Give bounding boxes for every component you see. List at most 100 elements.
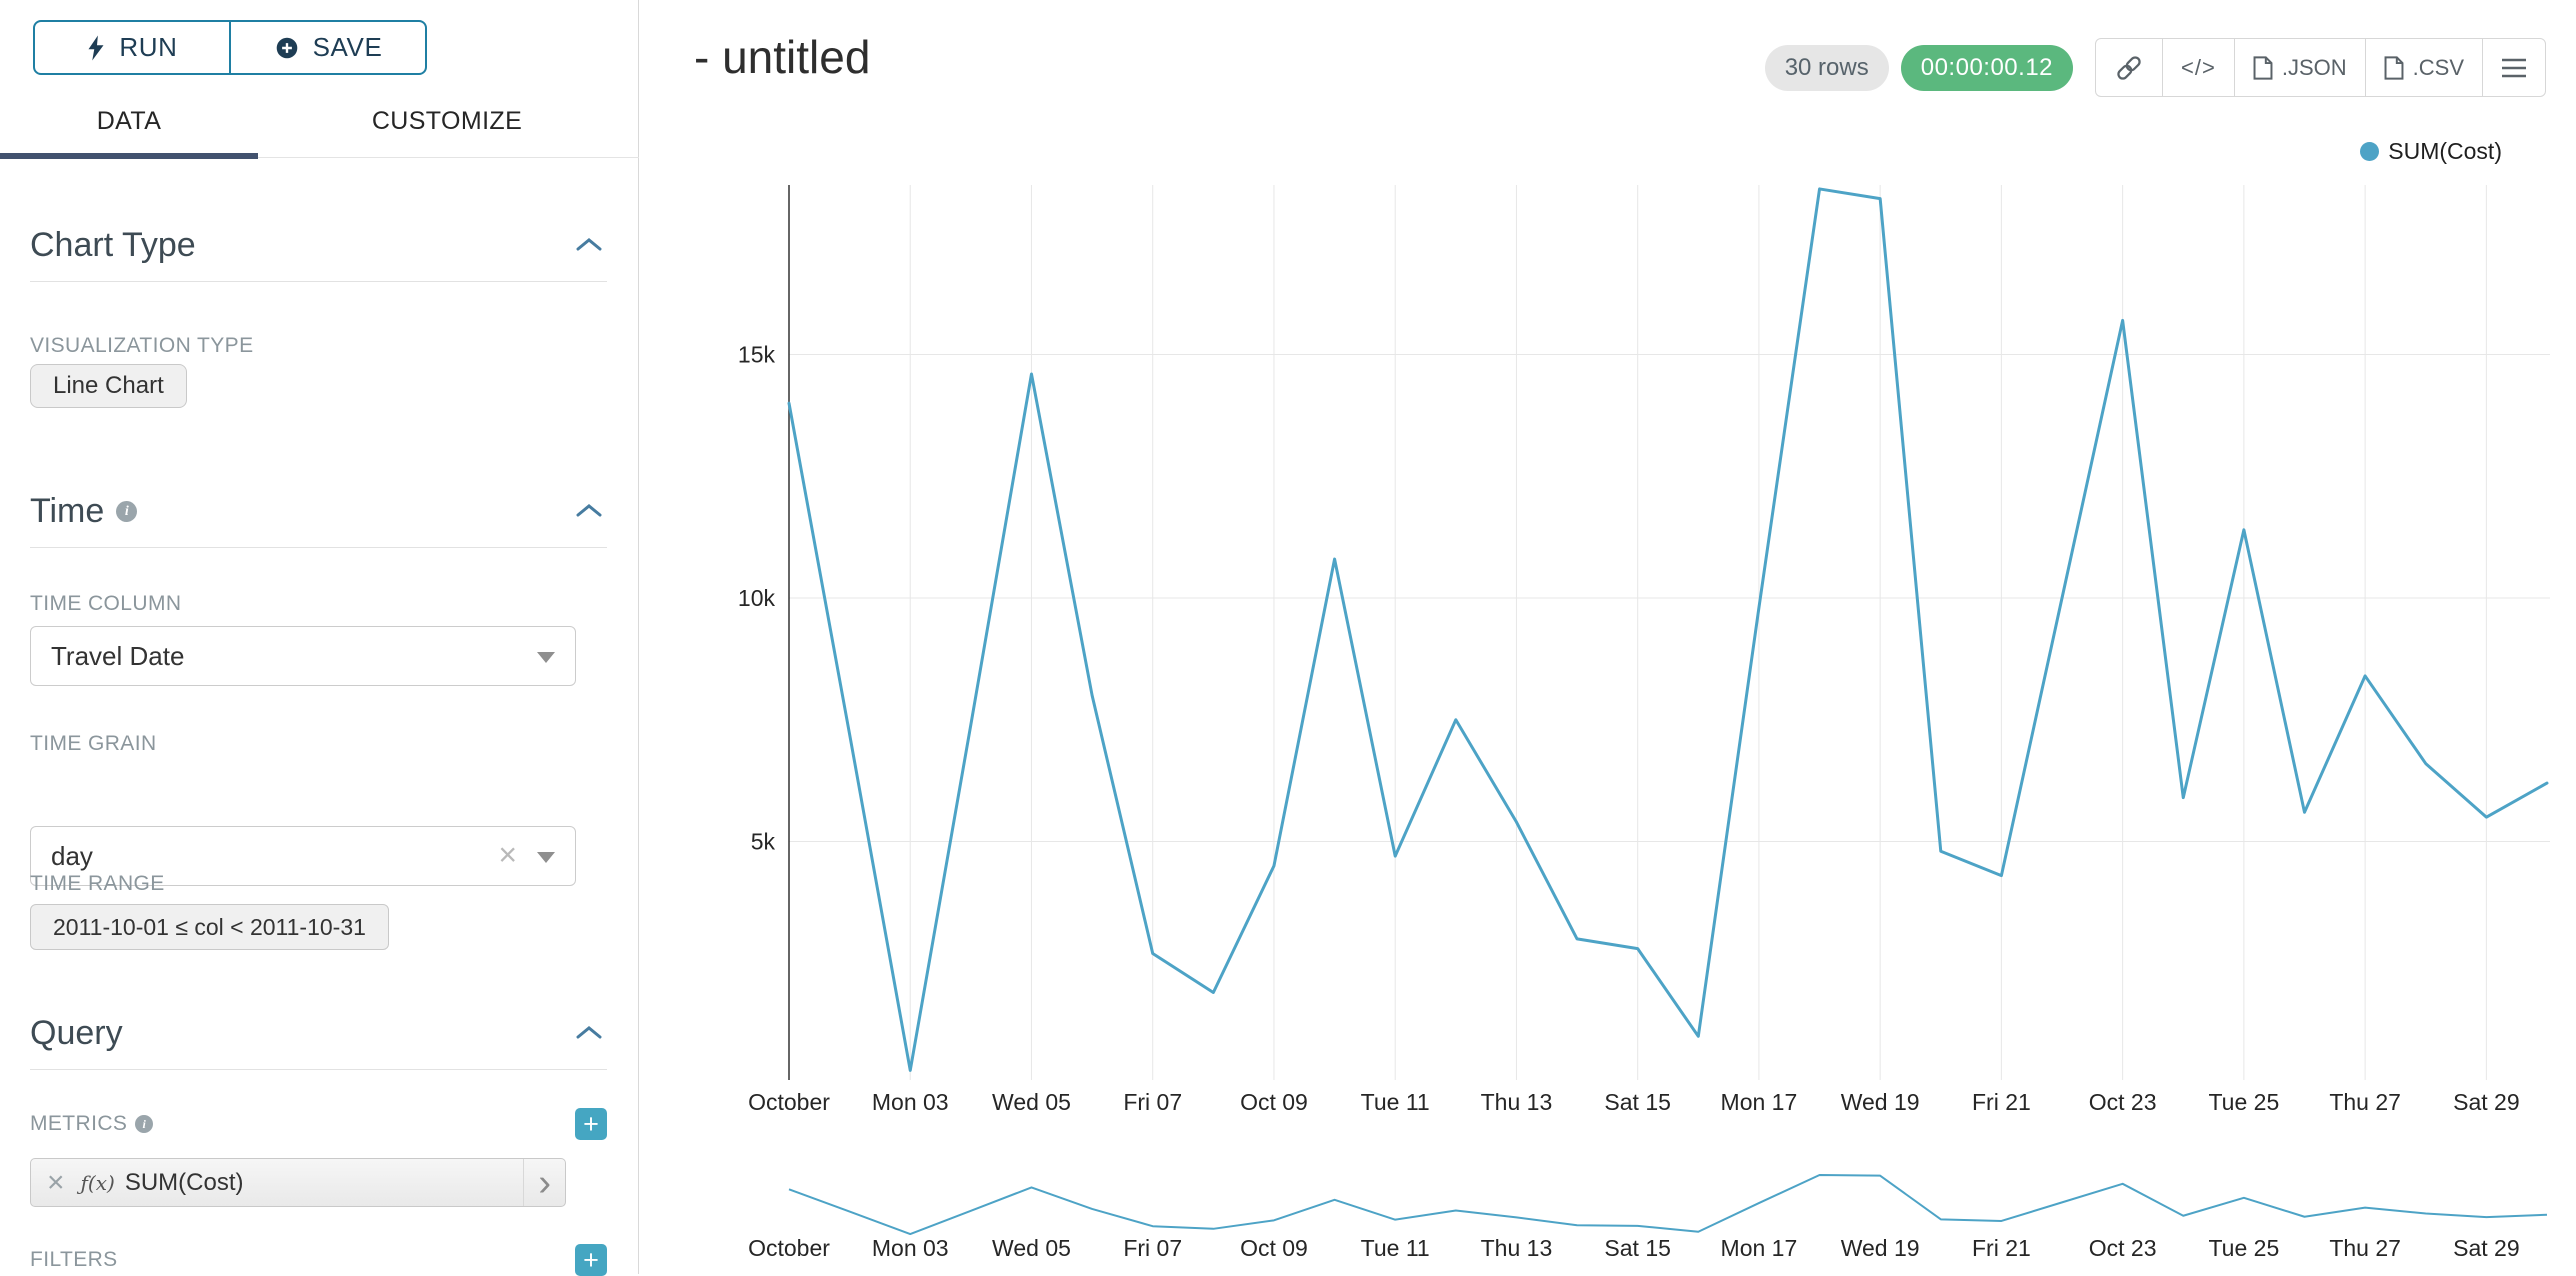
svg-text:15k: 15k [738,342,776,368]
svg-text:Tue 11: Tue 11 [1361,1235,1430,1261]
metric-item-row: × ƒ(x) SUM(Cost) › [30,1158,607,1207]
svg-text:Fri 21: Fri 21 [1972,1235,2031,1261]
visualization-type-label-text: VISUALIZATION TYPE [30,334,253,358]
chart-main-region: - untitled 30 rows 00:00:00.12 </> [640,0,2576,1274]
time-column-select[interactable]: Travel Date [30,626,576,686]
time-range-value-label: 2011-10-01 ≤ col < 2011-10-31 [53,914,366,941]
svg-text:Thu 13: Thu 13 [1481,1235,1553,1261]
fx-icon: ƒ(x) [81,1171,115,1195]
panel-tabs: DATA CUSTOMIZE [0,86,639,158]
svg-text:Sat 29: Sat 29 [2453,1089,2520,1115]
svg-text:Sat 29: Sat 29 [2453,1235,2520,1261]
svg-text:Oct 09: Oct 09 [1240,1235,1308,1261]
tab-customize[interactable]: CUSTOMIZE [258,86,636,157]
save-button[interactable]: SAVE [230,20,427,75]
time-range-value[interactable]: 2011-10-01 ≤ col < 2011-10-31 [30,904,389,950]
query-section-title: Query [30,1014,123,1053]
metrics-label: METRICS i [30,1112,153,1136]
run-button[interactable]: RUN [33,20,230,75]
chevron-right-icon[interactable]: › [523,1159,565,1206]
visualization-type-value-label: Line Chart [53,372,164,400]
time-range-label-text: TIME RANGE [30,872,165,896]
tab-data[interactable]: DATA [0,86,258,157]
svg-text:Oct 23: Oct 23 [2089,1089,2157,1115]
metric-item[interactable]: × ƒ(x) SUM(Cost) › [30,1158,566,1207]
y-axis-labels: 5k 10k 15k [738,342,776,855]
brush-minichart[interactable] [789,1175,2547,1234]
brush-series-line [789,1175,2547,1234]
time-range-row: 2011-10-01 ≤ col < 2011-10-31 [30,904,607,950]
chevron-up-icon [575,236,603,252]
chevron-up-icon [575,1024,603,1040]
line-chart[interactable]: 5k 10k 15k October Mon 03 Wed 05 Fri 07 Oct 09 T… [640,0,2576,1274]
query-section-header: Query [30,1014,607,1070]
svg-text:Oct 23: Oct 23 [2089,1235,2157,1261]
run-button-label: RUN [119,32,177,63]
plus-circle-icon [274,35,300,61]
chevron-down-icon [537,852,555,863]
time-column-value: Travel Date [51,641,184,672]
remove-metric-icon[interactable]: × [47,1168,65,1198]
svg-text:Oct 09: Oct 09 [1240,1089,1308,1115]
time-grain-label-text: TIME GRAIN [30,732,157,756]
svg-text:10k: 10k [738,585,776,611]
add-metric-button[interactable]: + [575,1108,607,1140]
metric-item-label: SUM(Cost) [125,1169,244,1197]
time-section-header: Time i [30,492,607,548]
chevron-up-icon [575,502,603,518]
svg-text:Tue 25: Tue 25 [2208,1089,2279,1115]
filters-label-text: FILTERS [30,1248,118,1272]
time-section-title: Time i [30,492,137,531]
tab-customize-label: CUSTOMIZE [372,107,522,136]
visualization-type-label: VISUALIZATION TYPE [30,334,607,358]
svg-text:Mon 17: Mon 17 [1721,1235,1798,1261]
svg-text:Fri 07: Fri 07 [1123,1235,1182,1261]
svg-text:Tue 25: Tue 25 [2208,1235,2279,1261]
chevron-down-icon [537,652,555,663]
metrics-row: METRICS i + [30,1108,607,1140]
svg-text:Wed 05: Wed 05 [992,1089,1071,1115]
metrics-label-text: METRICS [30,1112,127,1136]
x-axis-labels: October Mon 03 Wed 05 Fri 07 Oct 09 Tue 11 Thu… [748,1089,2520,1115]
svg-text:October: October [748,1235,830,1261]
svg-text:Thu 13: Thu 13 [1481,1089,1553,1115]
svg-text:5k: 5k [751,829,776,855]
vertical-gridlines [789,185,2486,1080]
svg-text:Sat 15: Sat 15 [1604,1089,1671,1115]
save-button-label: SAVE [313,32,383,63]
series-line-sum-cost[interactable] [789,189,2547,1070]
chart-type-collapse-button[interactable] [571,232,607,259]
time-grain-value: day [51,841,93,872]
horizontal-gridlines [789,355,2550,842]
query-collapse-button[interactable] [571,1020,607,1047]
time-collapse-button[interactable] [571,498,607,525]
svg-text:Fri 21: Fri 21 [1972,1089,2031,1115]
filters-row: FILTERS + [30,1244,607,1276]
lightning-bolt-icon [86,35,106,61]
svg-text:October: October [748,1089,830,1115]
svg-text:Wed 05: Wed 05 [992,1235,1071,1261]
metrics-info-icon[interactable]: i [135,1115,153,1133]
svg-text:Mon 17: Mon 17 [1721,1089,1798,1115]
svg-text:Mon 03: Mon 03 [872,1089,949,1115]
add-filter-button[interactable]: + [575,1244,607,1276]
svg-text:Tue 11: Tue 11 [1361,1089,1430,1115]
time-column-label-text: TIME COLUMN [30,592,181,616]
svg-text:Wed 19: Wed 19 [1841,1235,1920,1261]
filters-label: FILTERS [30,1248,118,1272]
svg-text:Fri 07: Fri 07 [1123,1089,1182,1115]
svg-text:Mon 03: Mon 03 [872,1235,949,1261]
time-range-label: TIME RANGE [30,872,607,896]
run-save-button-group: RUN SAVE [33,20,427,75]
time-section-title-text: Time [30,492,104,531]
explore-control-panel: RUN SAVE DATA CUSTOMIZE Chart Type VISUA… [0,0,639,1274]
chart-type-section-header: Chart Type [30,226,607,282]
svg-text:Thu 27: Thu 27 [2329,1089,2401,1115]
time-column-label: TIME COLUMN [30,592,607,616]
clear-icon[interactable]: × [498,839,517,871]
visualization-type-row: Line Chart [30,364,607,408]
time-info-icon[interactable]: i [116,501,137,522]
visualization-type-value[interactable]: Line Chart [30,364,187,408]
svg-text:Sat 15: Sat 15 [1604,1235,1671,1261]
brush-x-axis-labels: October Mon 03 Wed 05 Fri 07 Oct 09 Tue 11 Thu… [748,1235,2520,1261]
